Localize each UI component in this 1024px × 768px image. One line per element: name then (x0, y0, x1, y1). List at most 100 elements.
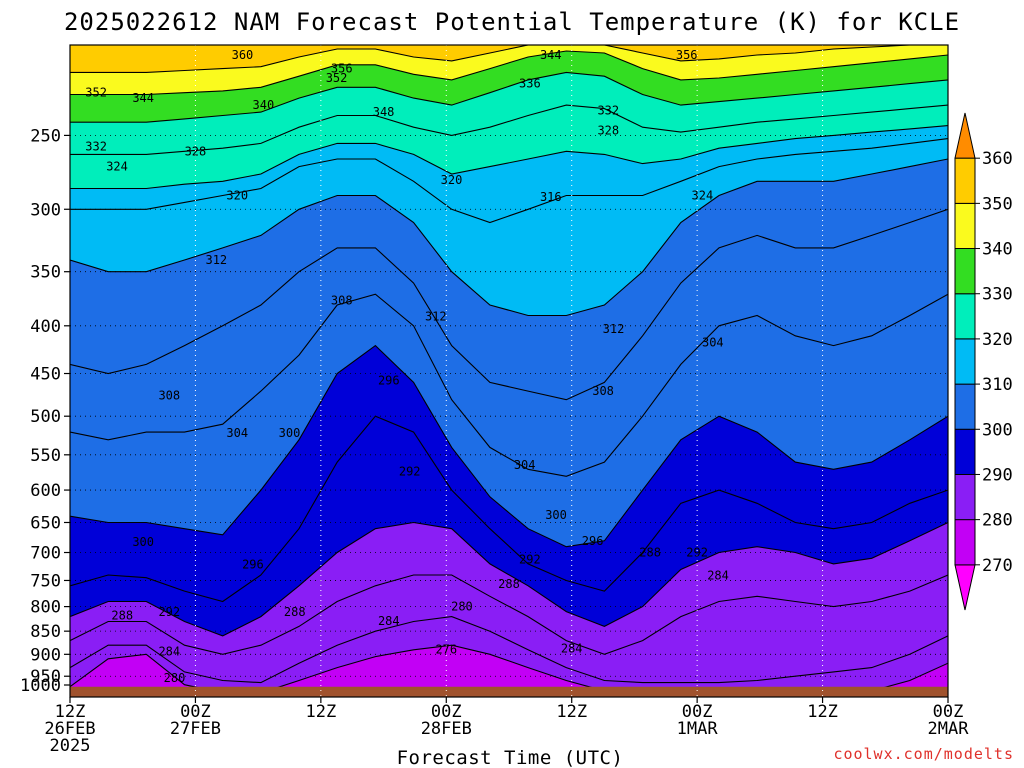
fill-above-352 (70, 45, 948, 73)
colorbar-swatch-0 (954, 564, 976, 611)
colorbar-label-320: 320 (982, 330, 1013, 350)
isentrope-284 (70, 616, 948, 684)
contour-label-41: 292 (686, 546, 708, 560)
credit-link[interactable]: coolwx.com/modelts (833, 745, 1014, 763)
isentrope-312 (70, 158, 948, 317)
isentrope-352 (70, 45, 948, 73)
colorbar-label-290: 290 (982, 465, 1013, 485)
contour-label-44: 328 (597, 124, 619, 138)
colorbar-label-360: 360 (982, 149, 1013, 169)
y-axis: 250 300 350 400 450 500 550 600 650 700 750 800 850 9… (20, 126, 70, 696)
contour-label-39: 304 (702, 336, 724, 350)
x-tick-label-48-1: 12Z (556, 702, 587, 722)
contour-label-23: 288 (284, 605, 306, 619)
contour-label-21: 288 (111, 609, 133, 623)
contour-label-31: 304 (514, 458, 536, 472)
colorbar-label-340: 340 (982, 240, 1013, 260)
grid-lines (70, 45, 948, 697)
y-tick-label-650: 650 (30, 513, 61, 533)
isentrope-300 (70, 344, 948, 548)
colorbar-swatch-10 (954, 112, 976, 159)
colorbar-label-280: 280 (982, 511, 1013, 531)
y-tick-label-750: 750 (30, 571, 61, 591)
contour-label-8: 328 (185, 144, 207, 158)
colorbar-swatch-7 (954, 248, 976, 295)
x-tick-label-0-3: 2025 (50, 736, 91, 756)
x-tick-label-12-2: 27FEB (170, 719, 221, 739)
y-tick-label-850: 850 (30, 622, 61, 642)
contour-label-13: 312 (425, 310, 447, 324)
x-tick-label-24-1: 12Z (305, 702, 336, 722)
contour-label-9: 324 (106, 160, 128, 174)
chart-title: 2025022612 NAM Forecast Potential Temper… (64, 8, 960, 36)
colorbar-swatch-8 (954, 202, 976, 250)
isentrope-304 (70, 293, 948, 477)
contour-label-7: 332 (85, 140, 107, 154)
y-tick-label-350: 350 (30, 263, 61, 283)
x-tick-label-0-2: 26FEB (44, 719, 95, 739)
contour-label-14: 308 (158, 388, 180, 402)
contour-label-27: 280 (164, 671, 186, 685)
contour-label-3: 352 (326, 71, 348, 85)
y-tick-label-300: 300 (30, 200, 61, 220)
x-axis-title: Forecast Time (UTC) (397, 747, 624, 768)
y-tick-label-550: 550 (30, 446, 61, 466)
contour-label-24: 284 (378, 614, 400, 628)
y-tick-label-950: 950 (30, 667, 61, 687)
contour-label-32: 300 (545, 508, 567, 522)
y-tick-label-500: 500 (30, 407, 61, 427)
y-tick-label-1000: 1000 (20, 676, 61, 696)
contour-label-15: 304 (226, 426, 248, 440)
colorbar-swatch-1 (954, 519, 976, 566)
contour-label-5: 340 (253, 98, 275, 112)
contour-label-29: 288 (498, 577, 520, 591)
colorbar-label-310: 310 (982, 375, 1013, 395)
isentrope-288 (70, 574, 948, 655)
contour-label-48: 356 (676, 48, 698, 62)
y-tick-label-250: 250 (30, 126, 61, 146)
x-tick-label-36-2: 28FEB (421, 719, 472, 739)
x-tick-label-84-1: 00Z (933, 702, 964, 722)
isentrope-344 (70, 50, 948, 96)
contour-label-19: 300 (132, 535, 154, 549)
contour-label-34: 284 (561, 641, 583, 655)
isentrope-328 (70, 104, 948, 155)
contour-label-11: 312 (205, 253, 227, 267)
ground-surface (70, 686, 948, 697)
colorbar-swatch-3 (954, 428, 976, 475)
contour-label-2: 352 (85, 86, 107, 100)
x-tick-label-84-2: 2MAR (928, 719, 970, 739)
y-tick-label-400: 400 (30, 317, 61, 337)
contour-label-18: 292 (399, 464, 421, 478)
contour-label-47: 344 (540, 48, 562, 62)
y-tick-label-900: 900 (30, 645, 61, 665)
ground-bar (70, 686, 948, 697)
contour-label-35: 320 (441, 173, 463, 187)
contour-label-10: 320 (226, 189, 248, 203)
colorbar-swatch-4 (954, 383, 976, 430)
x-tick-label-72-1: 12Z (807, 702, 838, 722)
contour-label-0: 360 (232, 48, 254, 62)
contour-label-40: 288 (639, 546, 661, 560)
isentrope-296 (70, 415, 948, 603)
contour-label-22: 292 (158, 605, 180, 619)
isentrope-336 (70, 71, 948, 123)
x-tick-label-36-1: 00Z (431, 702, 462, 722)
isentrope-308 (70, 208, 948, 401)
contour-label-30: 292 (519, 552, 541, 566)
x-tick-label-60-2: 1MAR (677, 719, 719, 739)
colorbar-label-330: 330 (982, 285, 1013, 305)
contour-label-42: 284 (707, 569, 729, 583)
plot-frame (69, 44, 949, 698)
contour-label-16: 300 (279, 426, 301, 440)
isentrope-320 (70, 125, 948, 190)
contour-label-38: 312 (603, 322, 625, 336)
y-tick-label-800: 800 (30, 598, 61, 618)
y-tick-label-700: 700 (30, 544, 61, 564)
contour-label-1: 356 (331, 62, 353, 76)
colorbar-label-270: 270 (982, 556, 1013, 576)
colorbar: 270 280 290 300 310 320 330 340 350 360 (954, 112, 1013, 611)
